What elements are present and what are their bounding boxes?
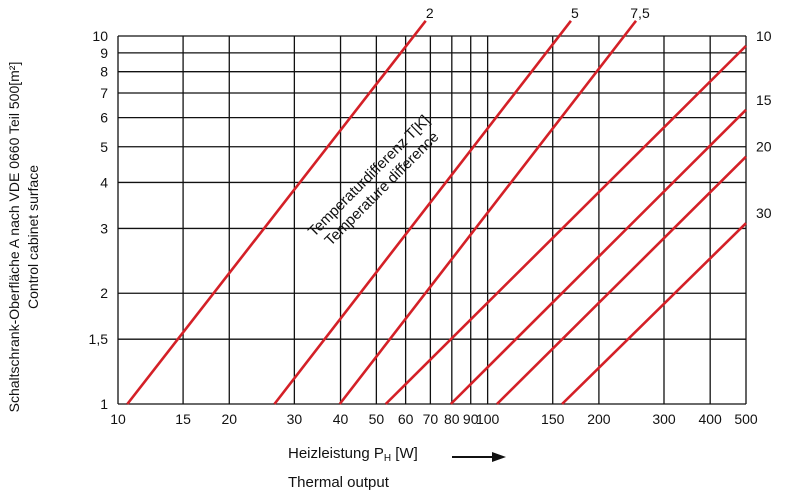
y-tick-label-9: 9	[100, 45, 108, 61]
series-line-1	[273, 19, 572, 405]
annotation-line-1: Temperaturdifferenz T[K]	[305, 112, 433, 240]
series-label-5: 20	[756, 139, 772, 155]
y-tick-label-2: 2	[100, 285, 108, 301]
y-tick-label-8: 8	[100, 64, 108, 80]
x-tick-label-5: 50	[369, 411, 385, 427]
series-line-6	[561, 222, 747, 405]
series-line-3	[384, 44, 747, 405]
series-label-0: 2	[426, 5, 434, 21]
series-label-2: 7,5	[630, 5, 650, 21]
y-tick-label-0: 1	[100, 396, 108, 412]
x-tick-label-11: 150	[541, 411, 565, 427]
y-tick-label-10: 10	[92, 28, 108, 44]
x-tick-label-9: 90	[463, 411, 479, 427]
series-label-3: 10	[756, 28, 772, 44]
y-tick-labels: 1 1,5 2 3 4 5 6 7 8 910	[89, 28, 109, 412]
x-tick-label-0: 10	[110, 411, 126, 427]
y-axis-label-line-1: Schaltschrank-Oberfläche A nach VDE 0660…	[6, 62, 22, 413]
x-axis-label-unit: [W]	[391, 445, 418, 462]
series-line-5	[496, 155, 747, 405]
x-tick-label-2: 20	[221, 411, 237, 427]
x-axis-label-subscript: H	[384, 453, 391, 464]
series-label-1: 5	[571, 5, 579, 21]
y-axis-label-line-2: Control cabinet surface	[25, 165, 41, 309]
x-tick-label-14: 400	[698, 411, 722, 427]
x-tick-label-3: 30	[287, 411, 303, 427]
arrow-right-icon	[492, 452, 506, 462]
series-lines	[126, 19, 747, 405]
series-labels: 2 5 7,5 10 15 20 30	[426, 5, 772, 221]
x-tick-label-10: 100	[476, 411, 500, 427]
x-axis-label: Heizleistung PH [W] Thermal output	[288, 445, 506, 491]
series-line-0	[126, 19, 427, 405]
series-label-6: 30	[756, 205, 772, 221]
x-tick-label-4: 40	[333, 411, 349, 427]
y-tick-label-7: 7	[100, 85, 108, 101]
y-tick-label-5: 5	[100, 139, 108, 155]
y-tick-label-4: 4	[100, 174, 108, 190]
x-tick-label-7: 70	[423, 411, 439, 427]
x-tick-label-1: 15	[175, 411, 191, 427]
grid-lines	[117, 35, 747, 405]
x-tick-label-13: 300	[652, 411, 676, 427]
x-axis-label-text: Heizleistung P	[288, 445, 384, 462]
series-line-2	[338, 19, 638, 405]
x-axis-label-line-2: Thermal output	[288, 474, 390, 491]
x-tick-label-15: 500	[734, 411, 758, 427]
series-label-4: 15	[756, 92, 772, 108]
y-tick-label-1: 1,5	[89, 331, 109, 347]
x-tick-label-12: 200	[587, 411, 611, 427]
y-tick-label-3: 3	[100, 220, 108, 236]
x-tick-label-6: 60	[398, 411, 414, 427]
series-line-4	[449, 108, 747, 405]
y-tick-label-6: 6	[100, 110, 108, 126]
x-tick-label-8: 80	[444, 411, 460, 427]
svg-text:Heizleistung PH [W]: Heizleistung PH [W]	[288, 445, 418, 464]
